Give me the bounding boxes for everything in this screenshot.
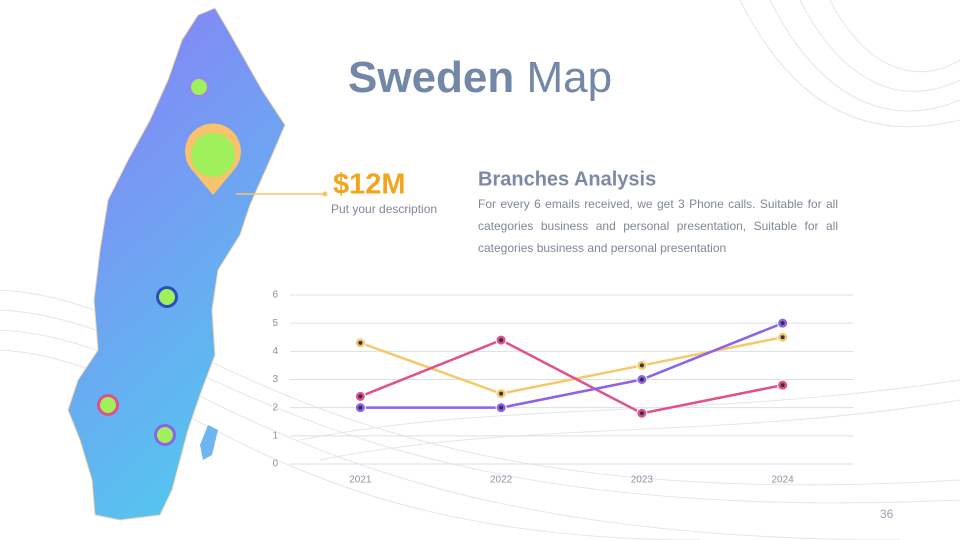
x-tick-label: 2021 <box>349 475 372 486</box>
point-center <box>639 363 644 368</box>
pin-dot <box>159 289 175 305</box>
page-number: 36 <box>880 507 894 521</box>
pins <box>97 76 241 446</box>
y-tick-label: 1 <box>272 430 278 441</box>
point-center <box>499 405 504 410</box>
point-center <box>358 340 363 345</box>
pin-dot <box>191 133 235 177</box>
point-center <box>499 338 504 343</box>
y-tick-label: 4 <box>272 346 278 357</box>
x-tick-label: 2024 <box>772 475 795 486</box>
callout-dot <box>322 191 328 197</box>
point-center <box>639 411 644 416</box>
callout-amount: $12M <box>333 169 406 201</box>
series-line <box>359 336 783 395</box>
series-line <box>360 322 784 409</box>
point-center <box>780 321 785 326</box>
point-center <box>358 405 363 410</box>
line-chart: 0 1 2 3 4 5 6 2021 2022 2023 2024 <box>272 290 853 486</box>
point-center <box>639 377 644 382</box>
x-tick-label: 2022 <box>490 475 513 486</box>
y-tick-label: 5 <box>272 318 278 329</box>
pin-dot <box>191 79 207 95</box>
point-center <box>358 394 363 399</box>
analysis-text: For every 6 emails received, we get 3 Ph… <box>478 197 838 255</box>
point-center <box>499 391 504 396</box>
series-line <box>359 338 783 415</box>
y-tick-label: 3 <box>272 374 278 385</box>
sweden-map <box>67 7 286 521</box>
pin-dot <box>157 427 173 443</box>
pin-dot <box>100 397 116 413</box>
point-center <box>780 383 785 388</box>
point-center <box>780 335 785 340</box>
title-regular: Map <box>527 53 613 102</box>
y-tick-label: 2 <box>272 402 278 413</box>
title-bold: Sweden <box>348 53 514 102</box>
y-tick-label: 6 <box>272 290 278 301</box>
slide-title: Sweden Map <box>348 53 612 102</box>
x-tick-label: 2023 <box>631 475 654 486</box>
analysis-heading: Branches Analysis <box>478 168 656 190</box>
y-tick-label: 0 <box>272 459 278 470</box>
gotland <box>200 425 218 460</box>
callout-caption: Put your description <box>331 202 437 216</box>
